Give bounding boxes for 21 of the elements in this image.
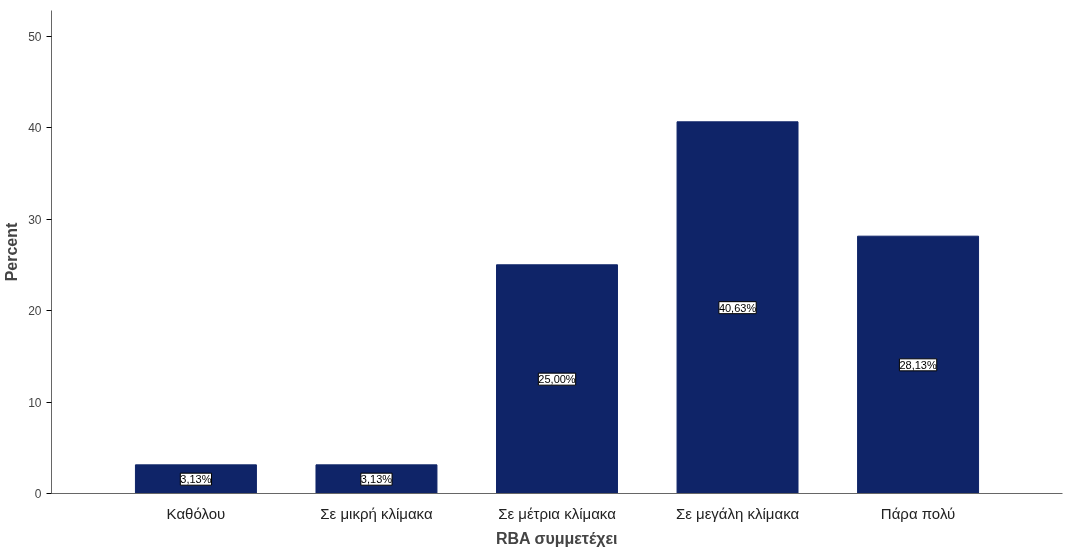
bar [676, 121, 799, 494]
x-tick-label: Σε μεγάλη κλίμακα [675, 504, 800, 522]
bar [134, 464, 257, 494]
bar [315, 464, 438, 494]
y-tick-label: 40 [28, 121, 42, 136]
y-tick-label: 10 [28, 395, 42, 410]
bar [857, 235, 980, 494]
x-tick-label: Σε μικρή κλίμακα [320, 504, 433, 522]
data-label: 3,13% [180, 473, 212, 486]
y-tick-label: 50 [28, 29, 42, 44]
x-axis-title: RBA συμμετέχει [495, 529, 618, 547]
y-axis-title: Percent [3, 221, 21, 282]
y-tick-label: 0 [34, 487, 42, 501]
y-tick-label: 30 [28, 212, 42, 227]
data-label: 3,13% [360, 473, 393, 486]
x-tick-label: Πάρα πολύ [880, 504, 956, 522]
bar [496, 264, 618, 494]
data-label: 40,63% [718, 301, 757, 314]
x-tick-label: Σε μέτρια κλίμακα [498, 504, 617, 522]
y-tick-label: 20 [28, 304, 42, 319]
x-tick-label: Καθόλου [166, 504, 226, 522]
